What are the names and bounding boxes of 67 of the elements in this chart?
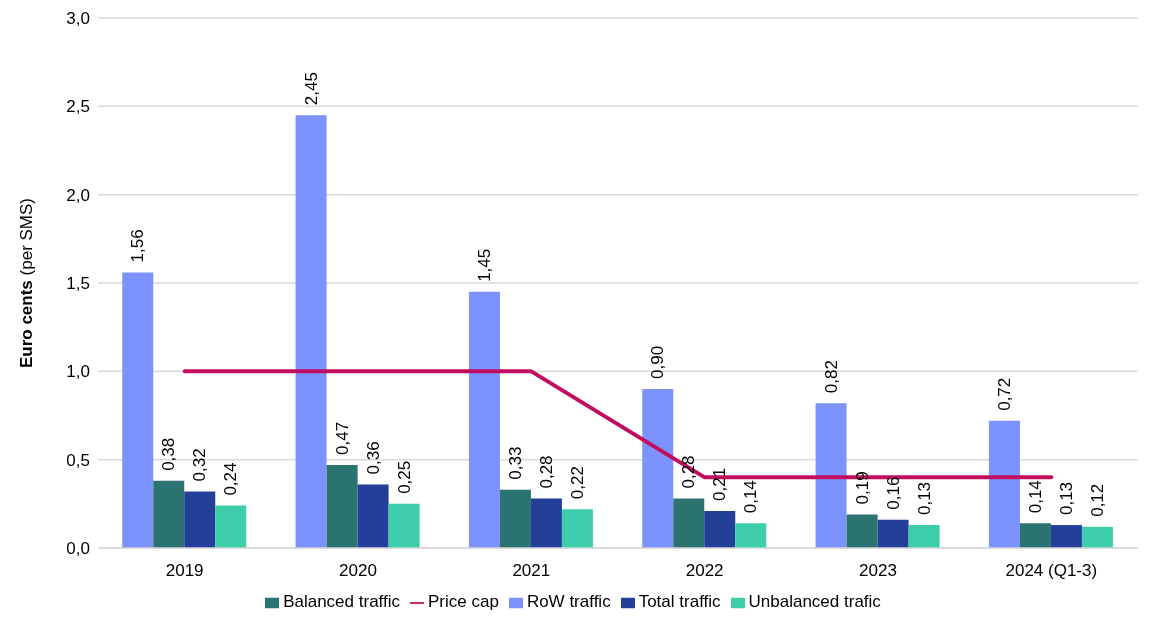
y-tick-label: 2,0 [66, 185, 90, 205]
data-label: 0,14 [1025, 480, 1045, 514]
data-label: 2,45 [301, 72, 321, 106]
legend-label: Total traffic [638, 592, 721, 611]
bar [642, 389, 674, 548]
data-label: 0,22 [567, 466, 587, 500]
data-label: 0,16 [883, 476, 903, 510]
data-label: 0,90 [648, 345, 668, 379]
bar [1081, 526, 1113, 548]
data-label: 0,14 [741, 480, 761, 514]
y-tick-label: 2,5 [66, 97, 90, 117]
data-label: 0,19 [852, 471, 872, 505]
x-tick-label: 2024 (Q1-3) [1005, 561, 1098, 581]
data-label: 0,24 [221, 462, 241, 496]
bar [877, 519, 909, 548]
y-tick-label: 1,0 [66, 362, 90, 382]
legend-label: Price cap [428, 592, 499, 611]
bar [704, 510, 736, 548]
y-axis-title: Euro cents (per SMS) [17, 197, 36, 369]
bar [184, 491, 216, 548]
data-label: 0,32 [190, 448, 210, 482]
bar [908, 525, 940, 548]
bar [530, 498, 562, 548]
bar [215, 505, 247, 548]
data-label: 0,36 [363, 441, 383, 475]
y-tick-label: 0,0 [66, 539, 90, 559]
bar [846, 514, 878, 548]
legend-label: Balanced traffic [283, 592, 401, 611]
bar [153, 480, 185, 548]
bar [673, 498, 705, 548]
data-label: 1,56 [128, 229, 148, 263]
data-label: 0,72 [994, 377, 1014, 411]
data-label: 0,82 [821, 360, 841, 394]
bar [122, 272, 154, 548]
legend-label: Unbalanced trafic [748, 592, 881, 611]
y-tick-label: 3,0 [66, 9, 90, 29]
data-label: 0,33 [505, 446, 525, 480]
x-tick-label: 2023 [859, 561, 897, 581]
bar [1050, 525, 1082, 548]
data-label: 0,25 [394, 460, 414, 494]
data-label: 0,47 [332, 421, 352, 455]
y-tick-label: 1,5 [66, 274, 90, 294]
y-tick-label: 0,5 [66, 450, 90, 470]
bar [735, 523, 767, 548]
data-label: 0,28 [679, 455, 699, 489]
x-tick-label: 2019 [165, 561, 204, 581]
data-label: 0,13 [914, 481, 934, 516]
data-label: 1,45 [474, 248, 494, 282]
bar [468, 291, 500, 548]
data-label: 0,13 [1056, 481, 1076, 516]
x-tick-label: 2022 [685, 561, 724, 581]
bar [561, 509, 593, 548]
data-label: 0,28 [536, 455, 556, 489]
bar [357, 484, 389, 548]
x-tick-label: 2021 [512, 561, 551, 581]
bar [1019, 523, 1051, 548]
bar [388, 503, 420, 548]
bar [295, 115, 327, 548]
legend-label: RoW traffic [526, 592, 611, 611]
bar [499, 489, 531, 548]
x-tick-label: 2020 [339, 561, 377, 581]
bar [988, 420, 1020, 548]
data-label: 0,21 [710, 467, 730, 501]
bar [815, 403, 847, 548]
bar [326, 464, 358, 548]
data-label: 0,12 [1087, 483, 1107, 517]
data-label: 0,38 [159, 437, 179, 471]
